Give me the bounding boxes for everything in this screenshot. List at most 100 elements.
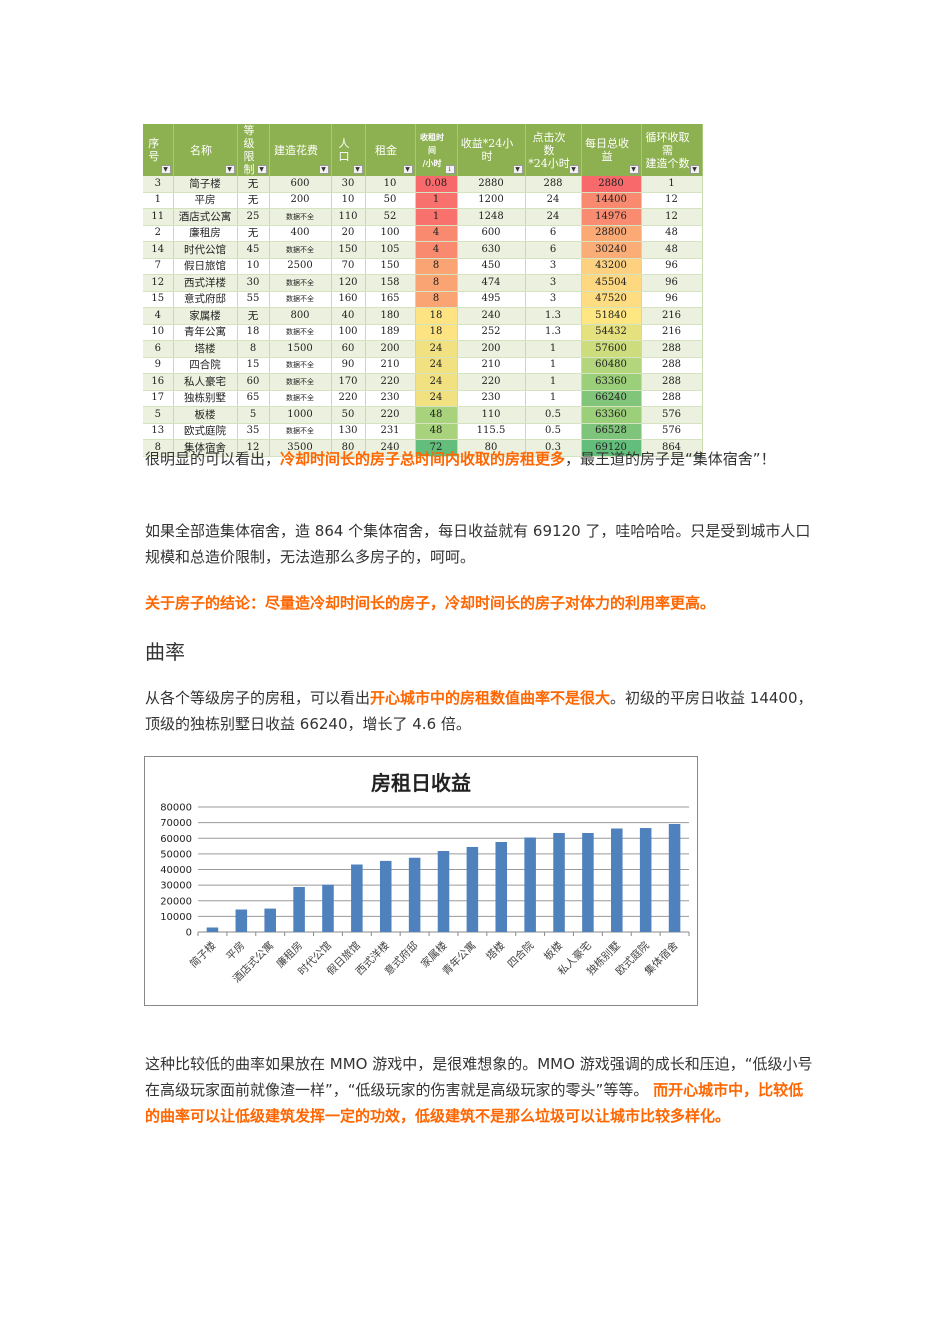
- paragraph-curvature: 从各个等级房子的房租，可以看出开心城市中的房租数值曲率不是很大。初级的平房日收益…: [145, 685, 815, 737]
- section-heading-curvature: 曲率: [145, 640, 185, 664]
- table-cell-time: 24: [415, 390, 458, 407]
- y-tick-label: 70000: [160, 818, 192, 829]
- table-cell-id: 7: [143, 258, 174, 275]
- table-cell-cost: 数据不全: [269, 357, 332, 374]
- filter-dropdown-icon[interactable]: ▼: [628, 165, 639, 174]
- table-cell-level: 5: [237, 406, 270, 424]
- table-cell-count: 96: [641, 258, 703, 275]
- table-cell-daily: 43200: [581, 258, 642, 275]
- paragraph-conclusion: 很明显的可以看出，冷却时间长的房子总时间内收取的房租更多，最王道的房子是“集体宿…: [145, 446, 815, 472]
- table-cell-clicks: 6: [525, 225, 582, 242]
- filter-dropdown-icon[interactable]: ▼: [318, 165, 329, 174]
- table-cell-cost: 1000: [269, 406, 332, 424]
- table-cell-time: 1: [415, 208, 458, 226]
- table-cell-name: 家属楼: [173, 307, 238, 325]
- table-cell-cost: 600: [269, 176, 332, 193]
- bar: [235, 909, 248, 932]
- table-row: 14 时代公馆 45 数据不全 150 105 4 630 6 30240 48: [143, 241, 703, 259]
- filter-dropdown-icon[interactable]: ▼: [689, 165, 700, 174]
- table-cell-pop: 90: [331, 357, 366, 374]
- table-cell-daily: 54432: [581, 324, 642, 341]
- table-cell-daily: 47520: [581, 291, 642, 308]
- table-row: 5 板楼 5 1000 50 220 48 110 0.5 63360 576: [143, 406, 703, 424]
- filter-dropdown-icon[interactable]: ▼: [256, 165, 267, 174]
- bar-chart-plot: 0 10000 20000 30000 40000 50000 60000 70000 8000…: [160, 803, 690, 985]
- table-cell-clicks: 1: [525, 373, 582, 391]
- table-cell-rent: 180: [365, 307, 416, 325]
- bar: [582, 833, 594, 932]
- table-row: 17 独栋别墅 65 数据不全 220 230 24 230 1 66240 288: [143, 390, 703, 407]
- table-cell-time: 48: [415, 406, 458, 424]
- table-row: 8 集体宿舍 12 3500 80 240 72 80 0.3 69120 864: [143, 439, 703, 457]
- table-cell-clicks: 3: [525, 274, 582, 292]
- table-cell-level: 无: [237, 225, 270, 242]
- table-cell-count: 1: [641, 176, 703, 193]
- table-cell-pop: 10: [331, 192, 366, 209]
- bar: [611, 828, 623, 932]
- column-header: 每日总收益 ▼: [581, 124, 642, 176]
- table-cell-count: 12: [641, 208, 703, 226]
- table-cell-level: 18: [237, 324, 270, 341]
- table-cell-count: 864: [641, 439, 703, 457]
- column-header-label: 循环收取需: [645, 130, 690, 157]
- column-header-label: 每日总收: [585, 137, 629, 150]
- table-cell-rent: 231: [365, 423, 416, 440]
- table-resize-handle[interactable]: [697, 451, 702, 457]
- filter-dropdown-icon[interactable]: ▼: [402, 165, 413, 174]
- table-cell-clicks: 3: [525, 258, 582, 275]
- table-cell-daily: 14400: [581, 192, 642, 209]
- table-cell-name: 意式府邸: [173, 291, 238, 308]
- table-cell-count: 288: [641, 357, 703, 374]
- x-tick-label: 板楼: [541, 939, 565, 963]
- table-cell-daily: 30240: [581, 241, 642, 259]
- table-cell-name: 西式洋楼: [173, 274, 238, 292]
- column-header-label: 序号: [148, 137, 160, 163]
- table-cell-level: 55: [237, 291, 270, 308]
- filter-dropdown-icon[interactable]: ▼: [568, 165, 579, 174]
- table-cell-count: 288: [641, 390, 703, 407]
- column-header: 循环收取需 建造个数 ▼: [641, 124, 703, 176]
- table-cell-count: 96: [641, 291, 703, 308]
- table-cell-cost: 400: [269, 225, 332, 242]
- x-tick-label: 塔楼: [483, 939, 507, 963]
- table-cell-pop: 80: [331, 439, 366, 457]
- table-cell-time: 4: [415, 225, 458, 242]
- chart-title: 房租日收益: [371, 771, 471, 795]
- table-cell-name: 简子楼: [173, 176, 238, 193]
- column-header-label: 收租时间: [420, 131, 444, 155]
- y-tick-label: 30000: [160, 881, 192, 892]
- table-cell-level: 无: [237, 192, 270, 209]
- table-cell-id: 4: [143, 307, 174, 325]
- filter-dropdown-icon[interactable]: ▼: [160, 165, 171, 174]
- bar: [379, 860, 392, 932]
- table-cell-pop: 100: [331, 324, 366, 341]
- table-cell-income24: 474: [457, 274, 526, 292]
- table-cell-cost: 数据不全: [269, 274, 332, 292]
- text-segment: 这种比较低的曲率如果放在 MMO 游戏中，是很难想象的。MMO 游戏强调的成长和…: [145, 1055, 813, 1099]
- table-cell-income24: 2880: [457, 176, 526, 193]
- table-cell-income24: 230: [457, 390, 526, 407]
- table-cell-pop: 160: [331, 291, 366, 308]
- column-header: 序号 ▼: [143, 124, 174, 176]
- table-cell-rent: 220: [365, 373, 416, 391]
- text-segment: 很明显的可以看出，: [145, 450, 281, 468]
- table-cell-pop: 150: [331, 241, 366, 259]
- y-tick-label: 40000: [160, 865, 192, 876]
- column-header-label: 益: [601, 150, 613, 163]
- x-tick-label: 四合院: [505, 939, 537, 971]
- table-cell-name: 集体宿舍: [173, 439, 238, 457]
- filter-dropdown-icon[interactable]: ▼: [224, 165, 235, 174]
- table-cell-rent: 158: [365, 274, 416, 292]
- column-header: 点击次数 *24小时 ▼: [525, 124, 582, 176]
- column-header-label: 等级: [243, 124, 255, 150]
- table-cell-pop: 40: [331, 307, 366, 325]
- column-header-label: 限制: [243, 150, 255, 176]
- table-cell-level: 10: [237, 258, 270, 275]
- table-cell-id: 15: [143, 291, 174, 308]
- table-cell-pop: 70: [331, 258, 366, 275]
- filter-dropdown-icon[interactable]: ▼: [512, 165, 523, 174]
- filter-dropdown-icon[interactable]: ▼: [352, 165, 363, 174]
- table-cell-time: 8: [415, 274, 458, 292]
- filter-dropdown-icon[interactable]: ↓: [444, 165, 455, 174]
